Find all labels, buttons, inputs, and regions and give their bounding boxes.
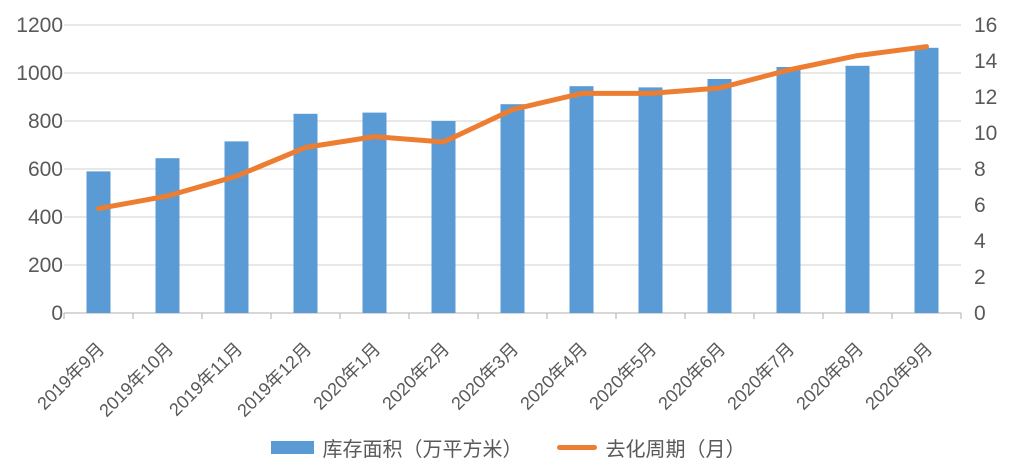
x-axis-label: 2020年7月 [723, 339, 798, 414]
x-axis-label: 2019年10月 [95, 339, 177, 421]
line-series-swatch-icon [556, 445, 597, 450]
left-axis-label: 400 [28, 206, 63, 229]
legend-item-line-series: 去化周期（月） [556, 433, 746, 462]
chart-legend: 库存面积（万平方米） 去化周期（月） [0, 433, 1016, 462]
x-axis-label: 2019年9月 [33, 339, 108, 414]
x-axis-label: 2020年4月 [516, 339, 591, 414]
left-axis-label: 800 [28, 110, 63, 133]
left-axis-label: 1200 [16, 14, 63, 37]
bar-series-label: 库存面积（万平方米） [322, 439, 523, 461]
bar-2019年11月 [224, 141, 249, 313]
bar-series-swatch-icon [270, 441, 314, 454]
x-axis-label: 2019年12月 [233, 339, 315, 421]
right-axis-label: 10 [974, 122, 997, 145]
left-axis-label: 200 [28, 254, 63, 277]
x-axis-label: 2020年2月 [378, 339, 453, 414]
legend-item-bar-series: 库存面积（万平方米） [270, 433, 523, 462]
line-series-label: 去化周期（月） [605, 439, 746, 461]
right-axis-label: 12 [974, 86, 997, 109]
bar-2020年2月 [431, 121, 456, 313]
right-axis-label: 0 [974, 302, 986, 325]
x-axis-label: 2020年1月 [309, 339, 384, 414]
line-series-path [96, 44, 929, 212]
left-axis-label: 600 [28, 158, 63, 181]
right-axis-label: 16 [974, 14, 997, 37]
x-axis-label: 2020年9月 [861, 339, 936, 414]
bar-2020年8月 [845, 65, 870, 313]
right-axis-label: 14 [974, 50, 998, 73]
bar-2020年7月 [776, 67, 801, 313]
right-axis-label: 4 [974, 230, 986, 253]
bar-2020年9月 [914, 47, 939, 314]
left-axis-label: 0 [51, 302, 63, 325]
bar-2019年9月 [86, 171, 111, 313]
bar-2020年6月 [707, 79, 732, 313]
right-axis-label: 2 [974, 266, 986, 289]
x-axis-label: 2020年8月 [792, 339, 867, 414]
bar-2020年3月 [500, 104, 525, 313]
x-axis-label: 2020年6月 [654, 339, 729, 414]
bar-2020年4月 [569, 86, 594, 313]
x-axis-label: 2020年5月 [585, 339, 660, 414]
right-axis-label: 6 [974, 194, 986, 217]
chart-plot-area: 1200 1000 800 600 400 200 0 16 14 12 10 8 6 4 2 0 2019年9… [16, 14, 998, 421]
bar-2020年5月 [638, 87, 663, 314]
right-axis-label: 8 [974, 158, 986, 181]
bar-2020年1月 [362, 112, 387, 313]
x-axis-label: 2020年3月 [447, 339, 522, 414]
bar-2019年10月 [155, 158, 180, 313]
left-axis-label: 1000 [16, 62, 63, 85]
